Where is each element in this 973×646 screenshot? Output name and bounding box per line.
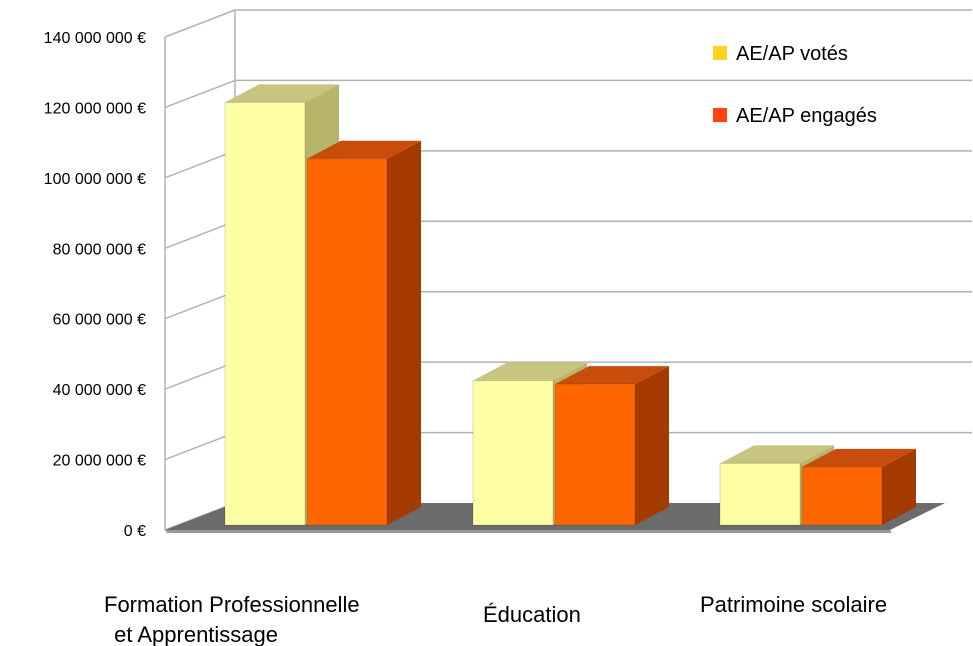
x-category-label: Formation Professionnelle et Apprentissa… xyxy=(104,592,360,646)
side-gridline xyxy=(164,150,236,179)
y-tick-label: 120 000 000 € xyxy=(44,100,146,117)
bar-front-face xyxy=(801,466,883,526)
x-category-label-line: Éducation xyxy=(483,602,581,627)
side-gridline xyxy=(164,9,236,38)
x-category-label-line: et Apprentissage xyxy=(108,622,278,646)
legend-swatch xyxy=(713,46,727,60)
x-category-label-line: Formation Professionnelle xyxy=(104,592,360,617)
bar-top-face xyxy=(307,140,421,159)
side-gridline xyxy=(164,79,236,109)
bar-side-face xyxy=(387,140,421,525)
bars xyxy=(224,84,916,526)
bar-side-face xyxy=(635,366,669,525)
legend: AE/AP votés AE/AP engagés xyxy=(713,43,877,127)
chart-floor-edge xyxy=(165,530,892,533)
y-tick-label: 140 000 000 € xyxy=(44,30,146,47)
x-axis-category-labels: Formation Professionnelle et Apprentissa… xyxy=(104,592,887,646)
y-axis-tick-labels: 0 € 20 000 000 € 40 000 000 € 60 000 000 € 8… xyxy=(44,30,146,540)
x-category-label-line: Patrimoine scolaire xyxy=(700,592,887,617)
bar-top-face xyxy=(225,84,339,103)
legend-label: AE/AP engagés xyxy=(736,105,877,127)
side-gridline xyxy=(164,291,236,320)
x-category-label: Patrimoine scolaire xyxy=(700,592,887,617)
bar-1-0 xyxy=(306,140,421,526)
bar-1-1 xyxy=(554,366,669,526)
legend-label: AE/AP votés xyxy=(736,43,848,65)
bar-front-face xyxy=(224,101,306,526)
bar-top-face xyxy=(802,448,916,467)
bar-top-face xyxy=(555,366,669,385)
bar-front-face xyxy=(719,462,801,526)
bar-side-face xyxy=(882,448,916,525)
side-gridline xyxy=(164,361,236,390)
bar-top-face xyxy=(473,362,587,381)
legend-swatch xyxy=(713,108,727,122)
y-tick-label: 40 000 000 € xyxy=(53,382,147,399)
bar-top-face xyxy=(720,445,834,464)
y-tick-label: 20 000 000 € xyxy=(53,453,147,470)
side-gridline xyxy=(164,431,236,461)
bar-front-face xyxy=(472,380,554,526)
y-tick-label: 60 000 000 € xyxy=(53,312,147,329)
bar-1-2 xyxy=(801,448,916,526)
bar-front-face xyxy=(554,383,636,526)
side-gridline xyxy=(164,220,236,249)
y-tick-label: 80 000 000 € xyxy=(53,241,147,258)
y-tick-label: 0 € xyxy=(124,523,146,540)
x-category-label: Éducation xyxy=(483,602,581,627)
bar-front-face xyxy=(306,158,388,526)
y-tick-label: 100 000 000 € xyxy=(44,171,146,188)
